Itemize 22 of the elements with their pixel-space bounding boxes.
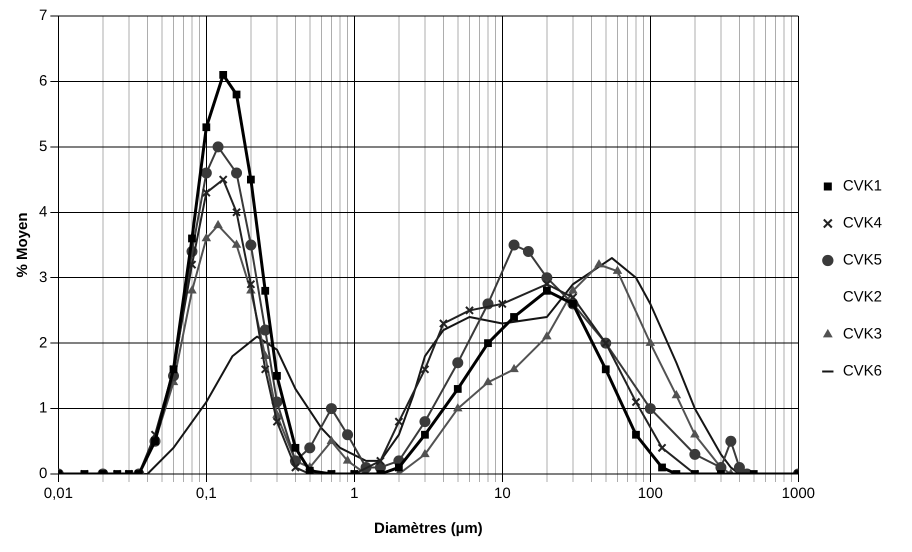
x-axis-title: Diamètres (µm) — [374, 520, 483, 538]
x-tick-label: 10 — [494, 485, 511, 502]
y-tick-label: 1 — [39, 400, 48, 417]
y-tick-label: 6 — [39, 72, 48, 90]
y-tick-label: 7 — [39, 7, 48, 24]
x-tick-label: 100 — [638, 485, 663, 502]
y-tick-label: 2 — [39, 334, 48, 352]
legend-label: CVK6 — [842, 362, 882, 380]
x-tick-label: 0,01 — [44, 485, 73, 502]
legend-label: CVK4 — [842, 214, 882, 232]
x-tick-label: 1 — [350, 485, 359, 502]
y-tick-label: 4 — [39, 203, 48, 220]
legend-label: CVK1 — [842, 178, 882, 195]
legend-label: CVK3 — [842, 326, 882, 343]
y-tick-label: 5 — [39, 138, 48, 155]
y-tick-label: 0 — [39, 465, 48, 482]
x-tick-label: 0,1 — [196, 485, 217, 502]
x-tick-label: 1000 — [782, 485, 816, 502]
y-tick-label: 3 — [39, 268, 48, 286]
y-axis-title: % Moyen — [14, 212, 32, 278]
legend-label: CVK5 — [842, 252, 882, 269]
text: CVK2 — [842, 288, 882, 306]
